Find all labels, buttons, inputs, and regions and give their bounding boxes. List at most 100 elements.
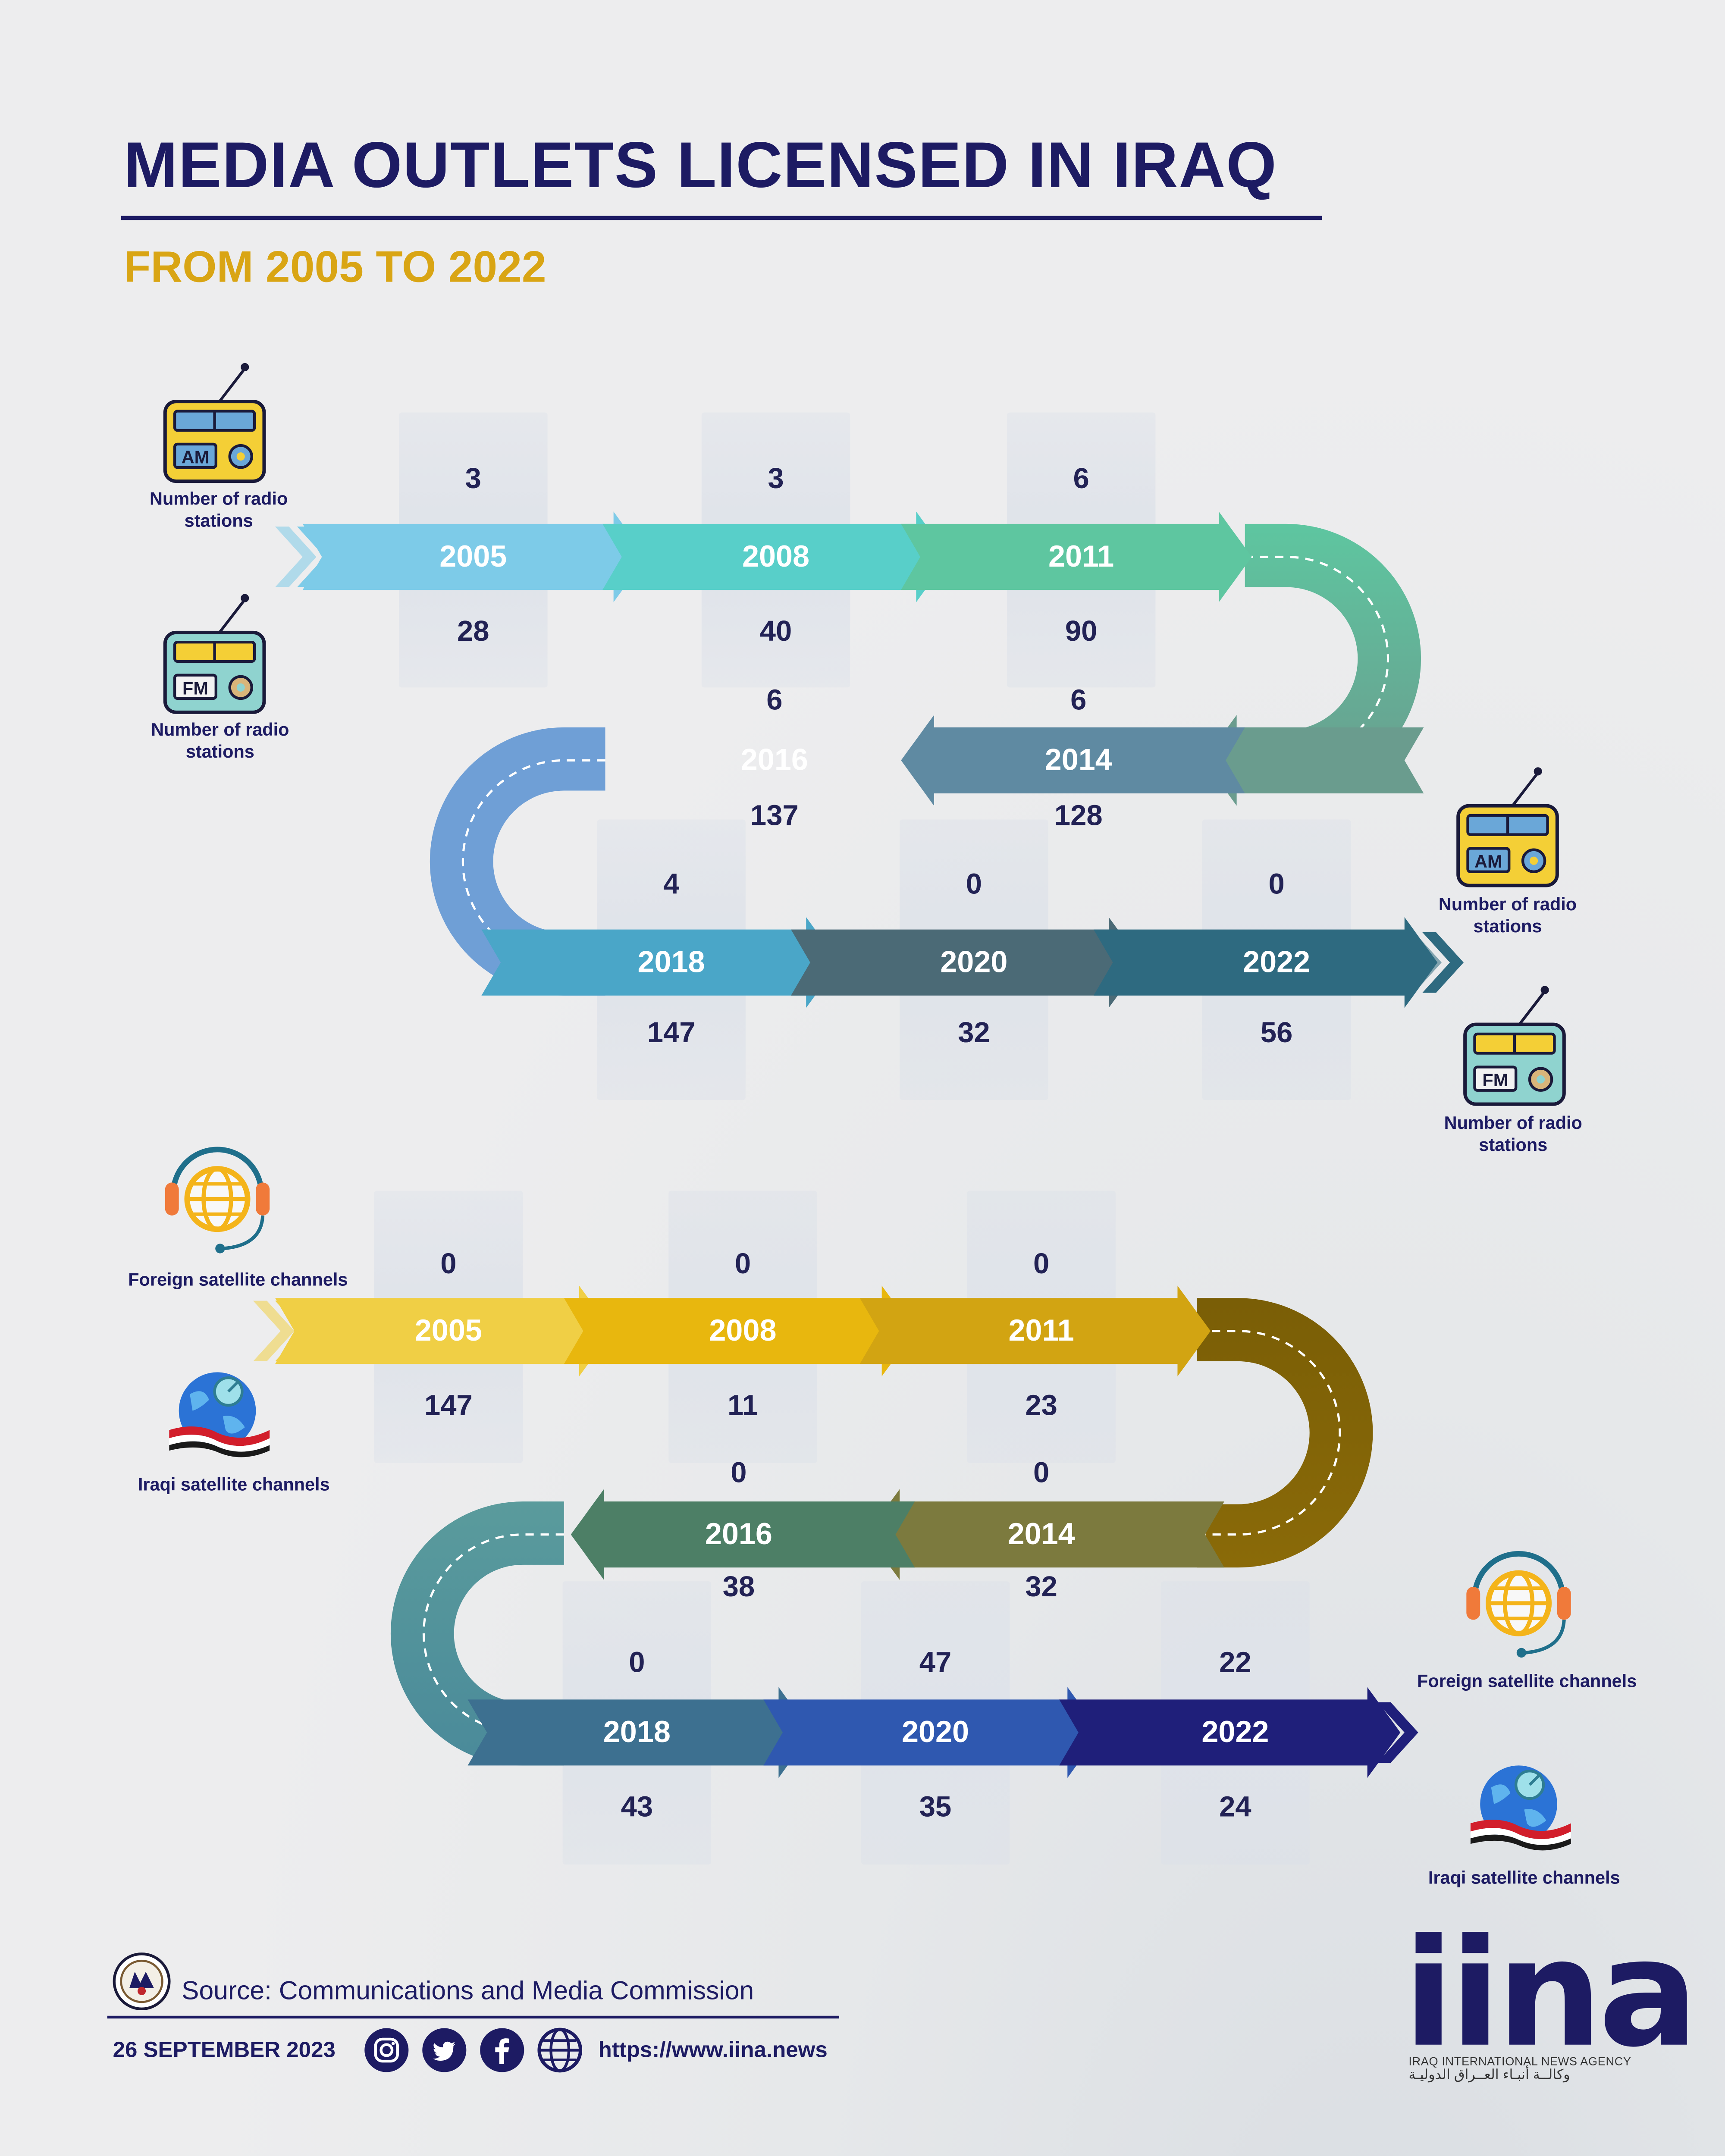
tv-track-segment-2022 [1059,1687,1401,1778]
website-link[interactable]: https://www.iina.news [598,2039,828,2063]
radio-year-label: 2005 [439,539,507,573]
iraqi-sat-legend-label: Iraqi satellite channels [138,1474,330,1495]
source-text: Source: Communications and Media Commiss… [182,1977,754,2006]
tv-bottom-value: 24 [1219,1792,1251,1824]
radio-top-value: 0 [966,869,982,901]
tv-bottom-value: 32 [1025,1571,1057,1604]
radio-track-segment-2014 [1204,715,1424,806]
radio-track-segment-2020 [791,917,1142,1008]
instagram-icon[interactable] [363,2027,410,2073]
radio-year-label: 2022 [1243,944,1311,979]
svg-text:AM: AM [1474,851,1502,871]
radio-year-label: 2011 [1048,539,1114,573]
tv-end-chevron-icon [1377,1702,1418,1763]
radio-track-segment-2018 [481,917,839,1008]
fm-radio-icon: FM [1463,986,1566,1106]
publish-date: 26 SEPTEMBER 2023 [113,2039,336,2063]
radio-track-bend-dashline [1245,555,1389,761]
radio-track-segment-2005 [302,511,647,602]
satellite-globe-flag-icon [1470,1765,1571,1851]
tv-top-value: 0 [629,1647,645,1679]
tv-top-value: 47 [919,1647,952,1679]
radio-year-label: 2008 [742,539,810,573]
radio-bottom-value: 137 [750,800,799,832]
tv-track-segment-2014 [866,1489,1224,1580]
tv-bottom-value: 147 [424,1390,473,1422]
tv-bottom-value: 43 [621,1792,653,1824]
foreign-sat-legend-label-right: Foreign satellite channels [1417,1670,1637,1692]
radio-bottom-value: 56 [1260,1017,1293,1050]
tv-top-value: 22 [1219,1647,1251,1679]
radio-bottom-value: 28 [457,616,489,648]
tv-year-label: 2011 [1008,1313,1074,1348]
tv-top-value: 0 [440,1248,457,1280]
tv-start-chevron-icon [253,1300,295,1361]
radio-bottom-value: 128 [1054,800,1103,832]
footer-divider [107,2015,839,2019]
radio-top-value: 4 [663,869,680,901]
tv-bottom-value: 23 [1025,1390,1057,1422]
foreign-sat-legend-label: Foreign satellite channels [128,1269,348,1290]
radio-top-value: 6 [766,685,783,717]
am-radio-icon: AM [163,363,266,483]
tv-track-bend-dashline [1197,1330,1341,1536]
radio-bottom-value: 147 [647,1017,696,1050]
headset-globe-icon [1466,1551,1571,1658]
radio-track-segment-2016 [901,715,1245,806]
tv-track-segment-2011 [859,1285,1211,1376]
radio-bottom-value: 40 [759,616,792,648]
radio-top-value: 6 [1073,463,1089,495]
iina-logo: iina [1403,1908,1699,2081]
svg-text:FM: FM [1482,1070,1508,1090]
tv-track-segment-2018 [467,1687,812,1778]
tv-track-bend-dashline [422,1533,564,1734]
radio-legend-label-fm: Number of radio stations [151,719,289,762]
tv-bottom-value: 11 [728,1390,758,1422]
iina-logo-tagline: IRAQ INTERNATIONAL NEWS AGENCY [1408,2054,1631,2068]
radio-top-value: 6 [1070,685,1087,717]
tv-year-label: 2018 [603,1714,671,1749]
radio-bottom-value: 32 [958,1017,990,1050]
twitter-icon[interactable] [421,2027,467,2073]
web-globe-icon[interactable] [536,2027,583,2073]
radio-start-chevron-icon [275,526,317,587]
tv-track-segment-2005 [275,1285,612,1376]
radio-track-bend [1245,523,1421,793]
radio-end-chevron-icon [1422,932,1464,993]
radio-year-label: 2020 [940,944,1008,979]
radio-legend-label-am: Number of radio stations [150,488,288,531]
radio-year-label: 2016 [740,742,808,777]
radio-legend-label-fm-right: Number of radio stations [1444,1112,1582,1155]
svg-text:AM: AM [182,447,209,467]
page-subtitle: FROM 2005 TO 2022 [124,242,546,292]
radio-bottom-value: 90 [1065,616,1098,648]
radio-track-segment-2011 [901,511,1252,602]
am-radio-icon: AM [1456,767,1559,887]
svg-text:FM: FM [182,678,208,698]
tv-year-label: 2016 [705,1517,772,1551]
page-title: MEDIA OUTLETS LICENSED IN IRAQ [124,128,1277,201]
cmc-logo-icon [113,1952,171,2011]
radio-top-value: 0 [1268,869,1285,901]
tv-year-label: 2014 [1007,1517,1075,1551]
tv-top-value: 0 [731,1457,747,1489]
iina-logo-arabic: وكالــة أنبـاء العــراق الدوليـة [1408,2068,1570,2084]
satellite-globe-flag-icon [169,1372,270,1457]
tv-top-value: 0 [1033,1248,1050,1280]
tv-top-value: 0 [734,1248,751,1280]
radio-track-segment-2022 [1093,917,1438,1008]
tv-track-bend [1197,1298,1373,1568]
radio-top-value: 3 [768,463,784,495]
tv-track-segment-2008 [564,1285,915,1376]
tv-top-value: 0 [1033,1457,1050,1489]
tv-year-label: 2020 [901,1714,969,1749]
radio-track-bend [430,727,605,996]
iraqi-sat-legend-label-right: Iraqi satellite channels [1428,1867,1620,1888]
tv-track-segment-2020 [763,1687,1101,1778]
tv-track-bend [390,1501,564,1766]
radio-top-value: 3 [465,463,481,495]
facebook-icon[interactable] [479,2027,525,2073]
radio-year-label: 2018 [637,944,705,979]
tv-bottom-value: 35 [919,1792,952,1824]
